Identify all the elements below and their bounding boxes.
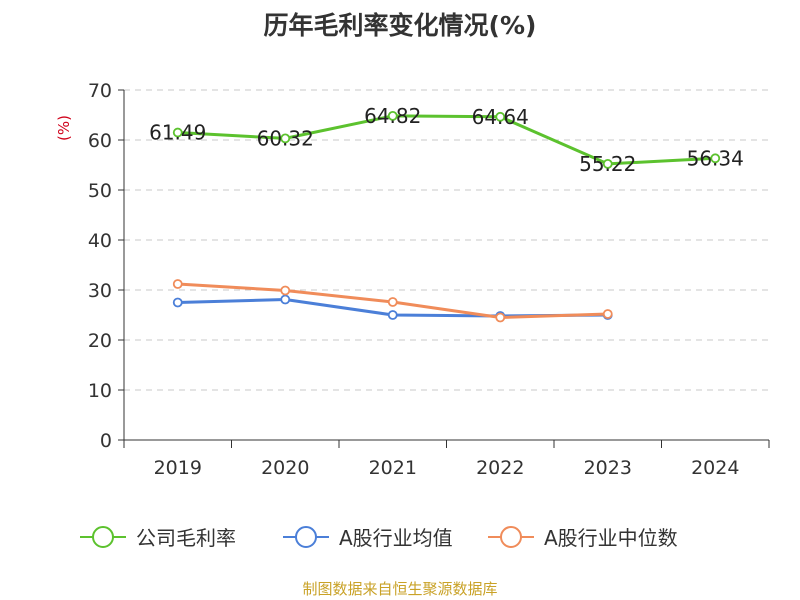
data-point — [602, 309, 613, 319]
x-tick-label: 2020 — [261, 457, 309, 479]
chart-title: 历年毛利率变化情况(%) — [263, 11, 537, 40]
legend-label: A股行业中位数 — [544, 526, 678, 550]
x-tick-label: 2024 — [691, 457, 739, 479]
data-point — [710, 153, 721, 164]
data-point — [387, 310, 398, 320]
data-point — [280, 133, 291, 144]
data-point — [387, 297, 398, 307]
data-point — [172, 297, 183, 308]
x-tick-label: 2019 — [154, 457, 202, 479]
y-tick-label: 40 — [88, 230, 112, 252]
data-point — [280, 294, 291, 305]
data-point — [172, 127, 183, 138]
y-axis-label: (%) — [55, 115, 73, 141]
x-tick-label: 2021 — [369, 457, 417, 479]
legend-label: 公司毛利率 — [136, 526, 236, 550]
legend-marker — [500, 526, 522, 548]
data-point — [280, 285, 291, 296]
y-tick-label: 20 — [88, 330, 112, 352]
data-label: 64.82 — [364, 104, 421, 128]
y-tick-label: 10 — [88, 380, 112, 402]
gridlines — [124, 89, 769, 391]
data-label: 61.49 — [149, 121, 206, 145]
legend-marker — [295, 526, 317, 548]
data-point — [495, 111, 506, 122]
data-point — [387, 111, 398, 121]
y-tick-label: 50 — [88, 180, 112, 202]
data-label: 60.32 — [257, 126, 314, 150]
y-tick-label: 0 — [100, 430, 112, 452]
data-label: 55.22 — [579, 152, 636, 176]
legend: 公司毛利率 A股行业均值 A股行业中位数 — [80, 526, 678, 550]
series-line-0 — [176, 114, 717, 166]
legend-marker — [92, 526, 114, 548]
y-tick-label: 70 — [88, 80, 112, 102]
data-point — [602, 158, 613, 169]
axes: 0 10 20 30 40 50 60 70 2019 2020 2021 2022 2023 2024 (… — [55, 80, 770, 479]
y-tick-label: 60 — [88, 130, 112, 152]
data-label: 64.64 — [472, 105, 529, 129]
data-labels: 61.49 60.32 64.82 64.64 55.22 56.34 — [149, 104, 744, 176]
data-point — [495, 312, 506, 323]
data-label: 56.34 — [687, 146, 744, 170]
x-tick-label: 2023 — [584, 457, 632, 479]
x-tick-label: 2022 — [476, 457, 524, 479]
series-lines — [172, 111, 721, 323]
legend-label: A股行业均值 — [339, 526, 453, 550]
data-point — [172, 279, 183, 289]
source-note: 制图数据来自恒生聚源数据库 — [302, 580, 498, 598]
y-tick-label: 30 — [88, 280, 112, 302]
